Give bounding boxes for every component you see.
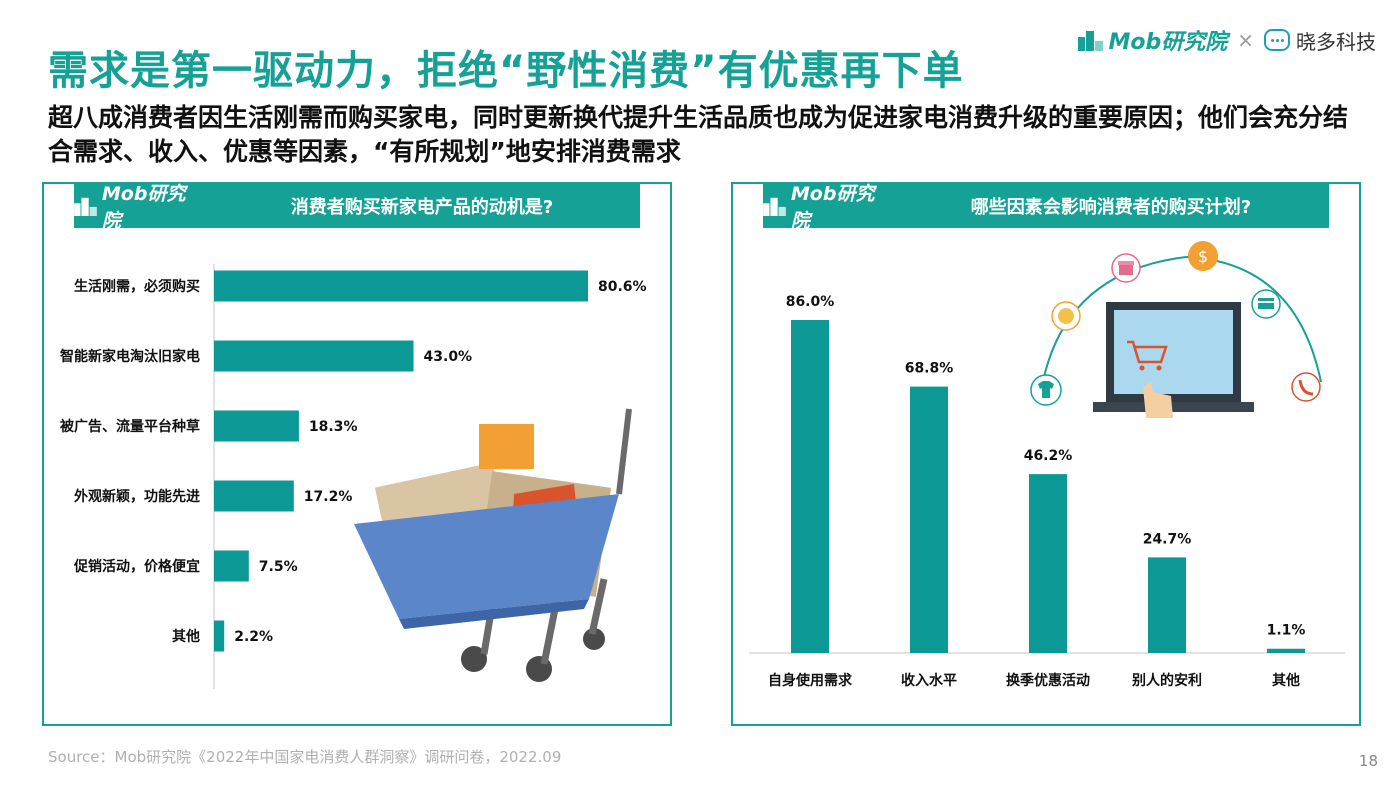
- value-label: 80.6%: [598, 279, 647, 295]
- category-label: 其他: [1272, 672, 1300, 689]
- mob-brand-label: Mob研究院: [1108, 30, 1228, 55]
- category-label: 生活刚需，必须购买: [74, 278, 200, 295]
- right-panel-header: Mob研究院 哪些因素会影响消费者的购买计划?: [763, 183, 1329, 232]
- bar: [1148, 557, 1186, 653]
- category-label: 其他: [172, 628, 200, 645]
- laptop-shopping-icon: $: [1030, 241, 1322, 418]
- left-panel-logo: Mob研究院: [74, 183, 204, 232]
- bar: [791, 320, 829, 653]
- value-label: 17.2%: [304, 489, 353, 505]
- bar: [1029, 474, 1067, 653]
- value-label: 46.2%: [1024, 448, 1073, 464]
- category-label: 外观新颖，功能先进: [74, 488, 200, 505]
- category-label: 被广告、流量平台种草: [60, 418, 200, 435]
- mob-logo-icon: [74, 197, 97, 216]
- value-label: 7.5%: [259, 559, 298, 575]
- coin-icon: $: [1188, 241, 1218, 271]
- value-label: 18.3%: [309, 419, 358, 435]
- category-label: 智能新家电淘汰旧家电: [59, 348, 200, 365]
- purchase-plan-bar-chart: 86.0% 自身使用需求 68.8% 收入水平 46.2% 换季优惠活动 24.7% 别人的安…: [749, 294, 1345, 689]
- right-chart-panel: Mob研究院 哪些因素会影响消费者的购买计划? $ 86.0% 自身使用需求 68.…: [731, 182, 1361, 726]
- value-label: 43.0%: [424, 349, 473, 365]
- right-panel-question: 哪些因素会影响消费者的购买计划?: [970, 197, 1252, 218]
- bar: [1267, 648, 1305, 653]
- mob-logo-icon: [1078, 31, 1104, 51]
- brand-separator: ×: [1237, 28, 1254, 52]
- left-panel-header: Mob研究院 消费者购买新家电产品的动机是?: [74, 183, 640, 232]
- phone-icon: [1291, 372, 1321, 402]
- bar: [214, 410, 299, 442]
- tshirt-icon: [1030, 374, 1062, 406]
- bar: [214, 480, 294, 512]
- category-label: 收入水平: [901, 672, 957, 689]
- svg-text:$: $: [1198, 247, 1208, 266]
- bar: [910, 386, 948, 653]
- page-title: 需求是第一驱动力，拒绝“野性消费”有优惠再下单: [48, 48, 964, 94]
- value-label: 1.1%: [1267, 623, 1306, 639]
- category-label: 别人的安利: [1131, 672, 1202, 689]
- page-subtitle: 超八成消费者因生活刚需而购买家电，同时更新换代提升生活品质也成为促进家电消费升级…: [48, 103, 1349, 166]
- category-label: 自身使用需求: [768, 672, 853, 689]
- mob-brand: Mob研究院: [1078, 24, 1227, 56]
- gift-icon: [1111, 253, 1141, 283]
- coin-icon: [1051, 301, 1081, 331]
- page-number: 18: [1358, 752, 1378, 770]
- right-panel-logo-label: Mob研究院: [790, 183, 875, 232]
- bar: [214, 620, 225, 652]
- bar: [214, 550, 249, 582]
- bar: [214, 340, 414, 372]
- brand-bar: Mob研究院 × 晓多科技: [1078, 24, 1376, 56]
- mob-logo-icon: [763, 197, 786, 216]
- value-label: 24.7%: [1143, 531, 1192, 547]
- left-panel-question: 消费者购买新家电产品的动机是?: [290, 197, 554, 218]
- shopping-cart-icon: [354, 408, 632, 682]
- xiaoduo-logo-icon: [1264, 29, 1290, 51]
- value-label: 86.0%: [786, 294, 835, 310]
- left-panel-logo-label: Mob研究院: [101, 183, 186, 232]
- left-chart-panel: Mob研究院 消费者购买新家电产品的动机是? 生活刚需，必须购买 80.6% 智能新…: [42, 182, 672, 726]
- partner-brand: 晓多科技: [1264, 26, 1376, 55]
- value-label: 2.2%: [234, 629, 273, 645]
- motivation-bar-chart: 生活刚需，必须购买 80.6% 智能新家电淘汰旧家电 43.0% 被广告、流量平台种草 1…: [59, 264, 647, 689]
- partner-brand-label: 晓多科技: [1296, 29, 1376, 54]
- category-label: 换季优惠活动: [1006, 672, 1090, 689]
- value-label: 68.8%: [905, 361, 954, 377]
- category-label: 促销活动，价格便宜: [73, 558, 200, 575]
- bar: [214, 270, 588, 302]
- card-icon: [1251, 289, 1281, 319]
- source-note: Source：Mob研究院《2022年中国家电消费人群洞察》调研问卷，2022.…: [48, 748, 562, 766]
- right-panel-logo: Mob研究院: [763, 183, 893, 232]
